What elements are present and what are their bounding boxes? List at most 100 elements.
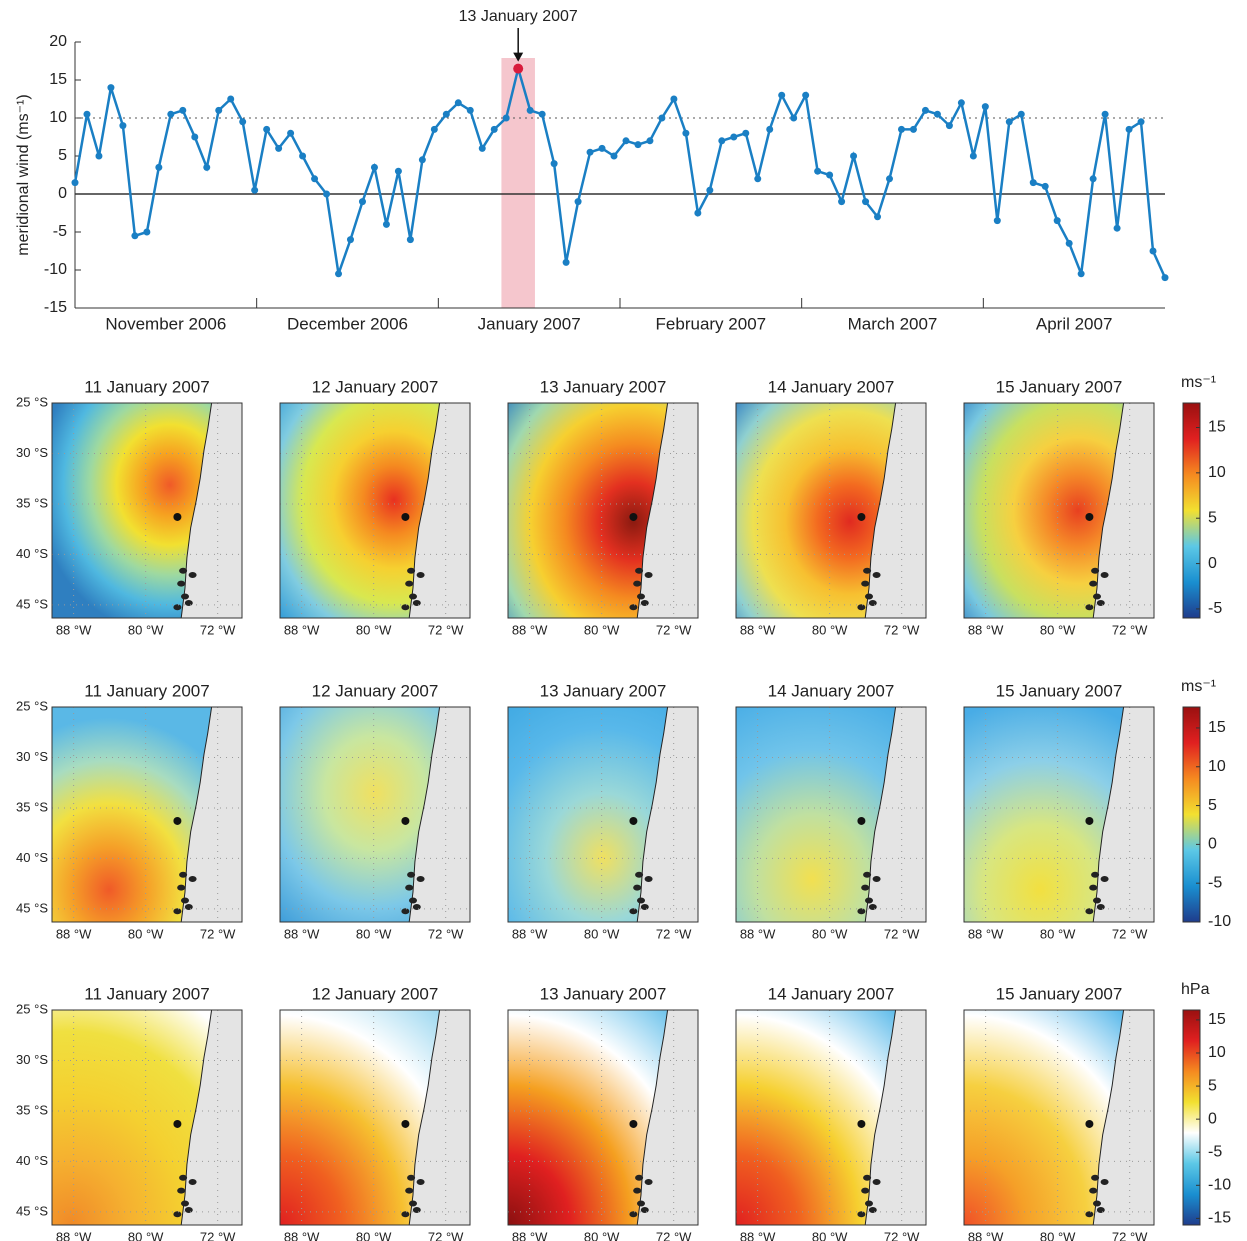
island — [177, 884, 186, 891]
island — [184, 903, 193, 910]
colorbar-tick-label: -5 — [1208, 1143, 1222, 1160]
map-title: 13 January 2007 — [540, 984, 667, 1003]
data-point — [107, 84, 115, 92]
island — [184, 599, 193, 606]
data-point — [1125, 125, 1133, 133]
island — [1091, 567, 1100, 574]
lon-tick-label: 72 °W — [1112, 622, 1148, 637]
map-title: 13 January 2007 — [540, 377, 667, 396]
data-point — [95, 152, 103, 160]
island — [188, 1179, 197, 1185]
lon-tick-label: 88 °W — [968, 1229, 1004, 1241]
island — [188, 572, 197, 578]
y-tick-label: -15 — [44, 299, 67, 316]
series-line — [73, 63, 1167, 279]
island — [1085, 604, 1094, 611]
x-tick-label: January 2007 — [478, 314, 581, 333]
data-point — [131, 232, 139, 240]
station-dot — [1085, 512, 1094, 521]
data-point — [478, 144, 486, 152]
map-title: 15 January 2007 — [996, 377, 1123, 396]
lon-tick-label: 88 °W — [56, 622, 92, 637]
data-point — [179, 106, 187, 114]
map-title: 12 January 2007 — [312, 681, 439, 700]
lon-tick-label: 80 °W — [128, 926, 164, 941]
island — [412, 1206, 421, 1213]
data-point — [1089, 175, 1097, 183]
data-point — [203, 163, 211, 171]
data-point — [442, 110, 450, 118]
station-dot — [629, 1119, 638, 1128]
island — [637, 897, 645, 904]
data-point — [634, 141, 642, 149]
island — [1100, 1179, 1109, 1185]
colorbar — [1182, 402, 1201, 619]
colorbar-tick-label: 10 — [1208, 758, 1226, 775]
data-point — [191, 133, 199, 141]
data-point — [897, 125, 905, 133]
lat-tick-label: 45 °S — [16, 900, 48, 915]
data-point — [778, 91, 786, 99]
map-title: 15 January 2007 — [996, 681, 1123, 700]
data-point — [586, 148, 594, 156]
island — [184, 1206, 193, 1213]
island — [1091, 1174, 1100, 1181]
colorbar-tick-label: 0 — [1208, 836, 1217, 853]
island — [407, 871, 416, 878]
y-tick-label: -5 — [53, 223, 67, 240]
island — [1093, 897, 1101, 904]
island — [409, 1200, 417, 1207]
data-point — [382, 220, 390, 228]
island — [633, 580, 642, 587]
island — [409, 897, 417, 904]
colorbar-unit: ms⁻¹ — [1181, 374, 1216, 391]
data-point — [239, 118, 247, 126]
data-point — [1149, 247, 1157, 255]
colorbar-tick-label: -5 — [1208, 874, 1222, 891]
island — [1096, 599, 1105, 606]
lon-tick-label: 80 °W — [356, 622, 392, 637]
island — [181, 897, 189, 904]
lon-tick-label: 72 °W — [656, 622, 692, 637]
data-point — [275, 144, 283, 152]
data-point — [358, 198, 366, 206]
island — [629, 908, 638, 915]
map-frame — [51, 706, 243, 923]
data-point — [622, 137, 630, 145]
data-point — [1053, 217, 1061, 225]
island — [405, 1187, 414, 1194]
island — [857, 908, 866, 915]
colorbar-unit: ms⁻¹ — [1181, 678, 1216, 695]
data-point — [513, 63, 524, 74]
station-dot — [629, 512, 638, 521]
lon-tick-label: 88 °W — [968, 622, 1004, 637]
island — [863, 567, 872, 574]
y-tick-label: -10 — [44, 261, 67, 278]
island — [1100, 876, 1109, 882]
island — [637, 1200, 645, 1207]
lon-tick-label: 88 °W — [740, 926, 776, 941]
data-point — [1137, 118, 1145, 126]
map-frame — [507, 1009, 699, 1226]
island — [179, 567, 188, 574]
lat-tick-label: 40 °S — [16, 850, 48, 865]
island — [861, 1187, 870, 1194]
island — [635, 871, 644, 878]
data-point — [538, 110, 546, 118]
island — [179, 871, 188, 878]
data-point — [287, 129, 295, 137]
island — [1085, 908, 1094, 915]
data-point — [1077, 270, 1085, 278]
x-tick-label: December 2006 — [287, 314, 408, 333]
lon-tick-label: 80 °W — [584, 622, 620, 637]
data-point — [299, 152, 307, 160]
lon-tick-label: 72 °W — [200, 622, 236, 637]
data-point — [406, 236, 414, 244]
island — [416, 1179, 425, 1185]
data-point — [598, 144, 606, 152]
island — [1096, 1206, 1105, 1213]
data-point — [1041, 182, 1049, 190]
data-point — [550, 160, 558, 168]
island — [188, 876, 197, 882]
lon-tick-label: 72 °W — [1112, 1229, 1148, 1241]
